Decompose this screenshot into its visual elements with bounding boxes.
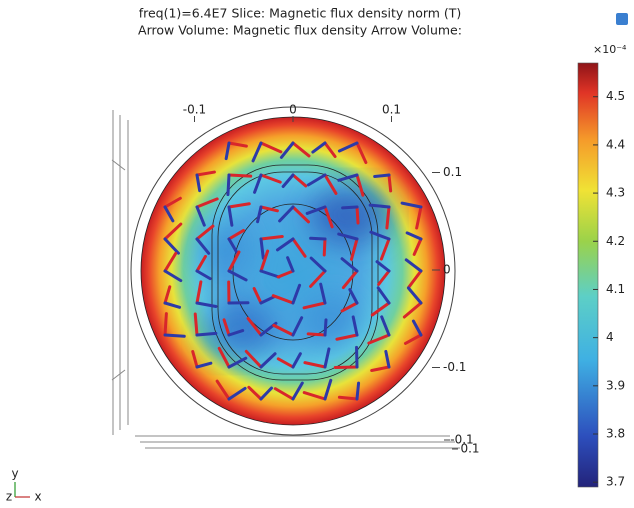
chart-subtitle: Arrow Volume: Magnetic flux density Arro… [138,23,462,38]
x-tick-label: 0 [289,103,297,117]
chart: freq(1)=6.4E7 Slice: Magnetic flux densi… [0,0,634,508]
triad-label: x [34,490,41,504]
arrow-red [308,334,325,335]
colorbar-tick-label: 3.8 [606,427,625,441]
z-tick-label: 0.1 [460,442,479,456]
colorbar-exponent: ×10⁻⁴ [593,43,627,56]
colorbar-tick-label: 4.3 [606,186,625,200]
colorbar-tick-label: 4.1 [606,282,625,296]
arrow-red [357,207,358,223]
colorbar-tick-label: 4 [606,330,614,344]
arrow-red [324,239,325,255]
arrow-blue [325,320,326,335]
chart-title: freq(1)=6.4E7 Slice: Magnetic flux densi… [139,6,462,21]
arrow-red [387,207,389,228]
colorbar-tick-label: 3.7 [606,475,625,489]
arrow-red [229,175,251,176]
arrow-red [195,314,197,335]
colorbar-tick-label: 4.2 [606,234,625,248]
colorbar-tick-label: 4.4 [606,137,625,151]
y-tick-label: -0.1 [443,360,466,374]
x-tick-label: -0.1 [183,103,206,117]
colorbar [578,63,598,487]
colorbar-tick-label: 4.5 [606,89,625,103]
arrow-red [389,175,391,191]
triad-label: z [6,490,12,504]
arrow-blue [165,335,184,336]
x-tick-label: 0.1 [382,103,401,117]
arrow-blue [311,238,325,239]
arrow-red [339,397,357,399]
arrow-red [335,367,357,368]
toolbar-icon[interactable] [616,13,628,25]
axis-triad [15,482,30,497]
arrow-red [165,314,166,335]
colorbar-tick-label: 3.9 [606,378,625,392]
arrow-blue [375,175,389,176]
arrow-blue [357,383,359,399]
arrow-blue [343,207,357,208]
arrow-blue [197,333,216,335]
y-tick-label: 0 [443,263,451,277]
triad-label: y [11,467,18,481]
arrow-blue [370,205,389,207]
arrow-blue [228,175,229,195]
y-tick-label: 0.1 [443,165,462,179]
